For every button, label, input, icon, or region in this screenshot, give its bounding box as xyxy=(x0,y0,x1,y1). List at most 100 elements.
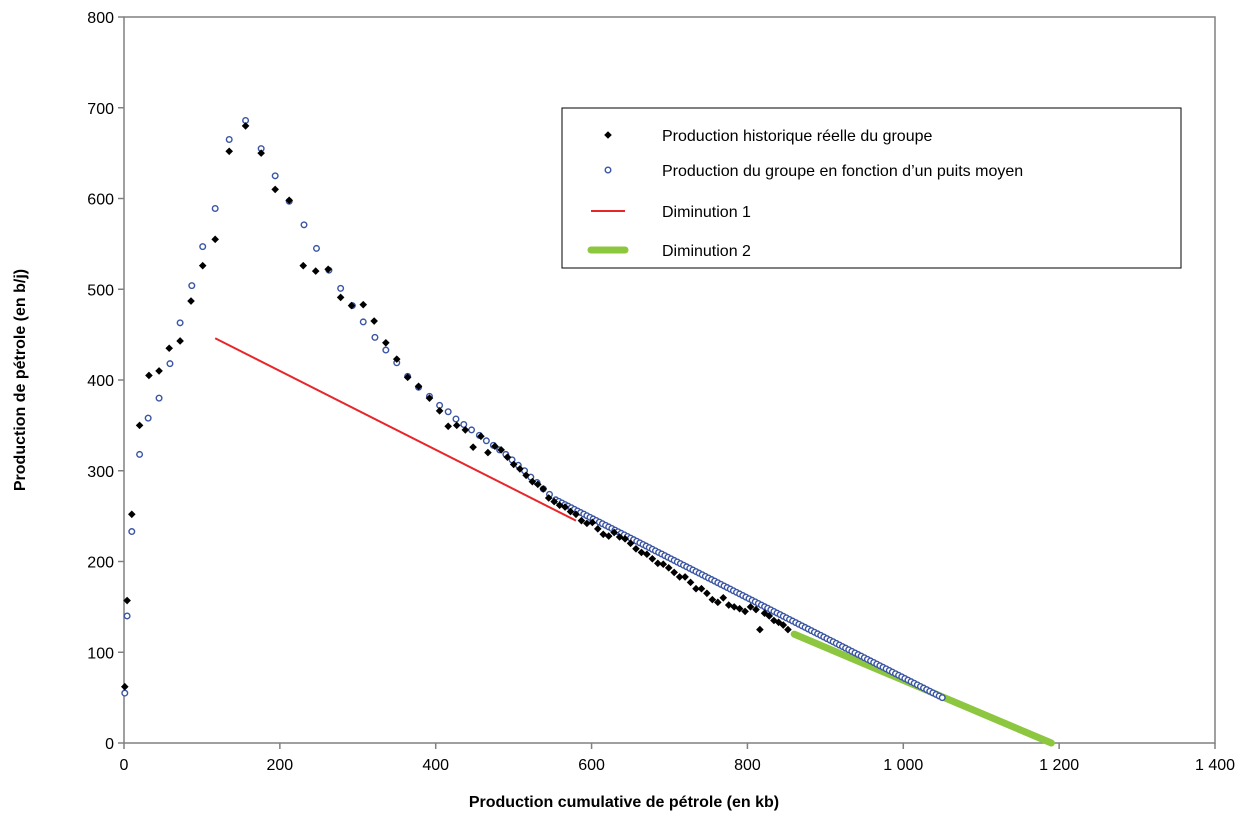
historical-point xyxy=(610,528,618,537)
historical-point xyxy=(697,584,706,593)
historical-point xyxy=(670,568,678,577)
historical-point xyxy=(648,554,657,563)
y-axis-ticks: 0 100 200 300 400 500 600 700 800 xyxy=(87,10,124,753)
historical-point xyxy=(311,267,320,275)
historical-point xyxy=(544,494,553,502)
historical-point xyxy=(714,598,722,607)
historical-point xyxy=(528,477,537,486)
historical-point xyxy=(555,501,564,510)
historical-point xyxy=(561,503,569,511)
x-axis-title: Production cumulative de pétrole (en kb) xyxy=(469,794,779,811)
historical-point xyxy=(145,371,153,380)
average-well-point xyxy=(938,694,946,702)
historical-point xyxy=(127,510,136,519)
historical-point xyxy=(285,196,294,205)
historical-point xyxy=(765,612,774,620)
historical-point xyxy=(176,337,184,345)
y-tick-label: 300 xyxy=(87,464,114,481)
average-well-point xyxy=(211,204,219,212)
diminution-1-line xyxy=(214,337,577,522)
historical-point xyxy=(324,265,332,274)
average-well-point xyxy=(176,319,184,327)
y-tick-label: 100 xyxy=(87,645,114,662)
historical-point xyxy=(779,621,788,629)
average-well-point xyxy=(225,136,233,144)
x-tick-label: 1 200 xyxy=(1039,757,1079,774)
historical-point xyxy=(516,465,524,473)
historical-point xyxy=(534,480,542,489)
historical-point xyxy=(703,589,711,598)
historical-point xyxy=(577,516,586,525)
historical-point xyxy=(594,525,602,533)
legend-box xyxy=(561,107,1182,269)
average-well-point xyxy=(123,612,131,620)
historical-point xyxy=(774,618,783,627)
historical-point xyxy=(539,485,548,493)
historical-point xyxy=(155,367,163,375)
y-tick-label: 800 xyxy=(87,10,114,27)
legend-label: Diminution 1 xyxy=(662,204,751,221)
legend-label: Production historique réelle du groupe xyxy=(662,128,933,145)
historical-point xyxy=(198,261,207,270)
legend-items: Production historique réelle du groupe Pr… xyxy=(587,128,1023,260)
average-well-point xyxy=(468,426,476,434)
legend: Production historique réelle du groupe Pr… xyxy=(561,107,1182,269)
average-well-point xyxy=(121,689,129,697)
y-tick-label: 200 xyxy=(87,555,114,572)
historical-point xyxy=(509,460,518,469)
y-tick-label: 400 xyxy=(87,373,114,390)
historical-point xyxy=(461,426,470,434)
historical-point xyxy=(425,394,434,402)
average-well-point xyxy=(382,346,390,354)
historical-point xyxy=(681,573,689,581)
average-well-point xyxy=(144,414,152,422)
historical-point xyxy=(583,519,591,528)
average-well-point xyxy=(188,282,196,290)
average-well-point xyxy=(371,333,379,341)
historical-point xyxy=(336,293,345,302)
historical-point xyxy=(654,559,662,568)
data-marks xyxy=(120,116,946,702)
legend-label: Production du groupe en fonction d’un pu… xyxy=(662,163,1023,180)
historical-point xyxy=(491,442,499,451)
historical-point xyxy=(382,338,390,347)
historical-point xyxy=(604,532,613,540)
historical-point xyxy=(626,539,635,548)
y-tick-label: 500 xyxy=(87,282,114,299)
historical-point xyxy=(135,421,144,430)
y-tick-label: 600 xyxy=(87,192,114,209)
x-tick-label: 1 400 xyxy=(1195,757,1235,774)
x-tick-label: 800 xyxy=(734,757,761,774)
average-well-point xyxy=(199,243,207,251)
historical-point xyxy=(643,550,651,559)
historical-point xyxy=(497,446,505,454)
average-well-point xyxy=(482,437,490,445)
historical-point xyxy=(566,507,575,516)
average-well-point xyxy=(128,528,136,536)
x-axis-ticks: 0 200 400 600 800 1 000 1 200 1 400 xyxy=(120,743,1235,774)
x-tick-label: 200 xyxy=(267,757,294,774)
x-tick-label: 400 xyxy=(422,757,449,774)
historical-point xyxy=(784,625,792,634)
y-tick-label: 0 xyxy=(105,736,114,753)
historical-point xyxy=(503,453,512,461)
historical-point xyxy=(708,595,717,604)
historical-point xyxy=(241,122,250,130)
average-well-point xyxy=(166,360,174,368)
historical-point xyxy=(675,573,684,581)
historical-point xyxy=(165,344,173,353)
historical-point xyxy=(752,605,760,614)
historical-point xyxy=(435,407,444,415)
historical-point xyxy=(120,682,129,691)
historical-point xyxy=(664,564,673,572)
legend-historical-symbol xyxy=(604,131,612,139)
historical-point xyxy=(257,149,265,157)
average-well-point xyxy=(460,420,468,428)
historical-point xyxy=(735,604,744,613)
historical-point xyxy=(719,594,728,602)
historical-point xyxy=(392,355,401,363)
historical-point xyxy=(686,578,695,587)
historical-point xyxy=(756,625,764,634)
historical-point xyxy=(187,297,195,305)
historical-point xyxy=(659,560,668,569)
